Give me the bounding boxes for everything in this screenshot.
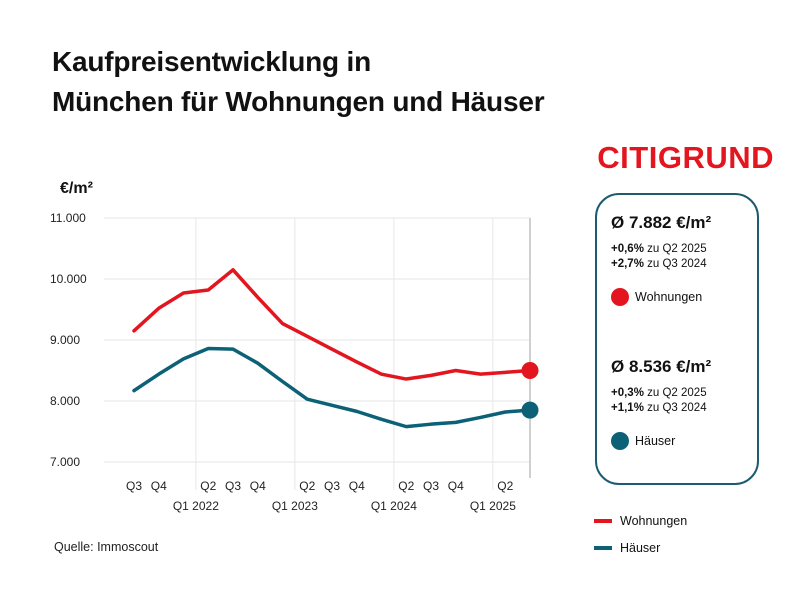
legend-haeuser: Häuser bbox=[594, 541, 660, 555]
x-tick-label: Q4 bbox=[349, 479, 365, 493]
x-tick-label: Q4 bbox=[250, 479, 266, 493]
title-line-2: München für Wohnungen und Häuser bbox=[52, 86, 545, 117]
y-tick-label: 11.000 bbox=[50, 211, 86, 225]
y-tick-label: 7.000 bbox=[50, 455, 80, 469]
change-q2-wohnungen: +0,6% zu Q2 2025 bbox=[611, 243, 747, 255]
box-legend-label: Häuser bbox=[635, 434, 676, 448]
y-axis-unit: €/m² bbox=[60, 180, 93, 197]
series-line-wohnungen bbox=[132, 268, 532, 381]
box-legend-haeuser: Häuser bbox=[611, 432, 747, 450]
y-tick-label: 10.000 bbox=[50, 272, 87, 286]
title-line-1: Kaufpreisentwicklung in bbox=[52, 46, 371, 77]
change-q2-text: zu Q2 2025 bbox=[643, 243, 707, 255]
x-tick-label: Q2 bbox=[497, 479, 513, 493]
wohnungen-dot-icon bbox=[611, 288, 629, 306]
x-tick-label: Q2 bbox=[200, 479, 216, 493]
x-tick-label: Q3 bbox=[126, 479, 142, 493]
x-tick-label: Q3 bbox=[225, 479, 241, 493]
source-note: Quelle: Immoscout bbox=[54, 540, 159, 554]
change-q3-value: +1,1% bbox=[611, 402, 644, 414]
x-tick-label: Q4 bbox=[151, 479, 167, 493]
change-q2-haeuser: +0,3% zu Q2 2025 bbox=[611, 387, 747, 399]
series-end-point-haeuser bbox=[521, 401, 539, 419]
y-tick-label: 8.000 bbox=[50, 394, 80, 408]
change-q2-value: +0,3% bbox=[611, 387, 644, 399]
wohnungen-line-icon bbox=[594, 519, 612, 523]
change-q3-haeuser: +1,1% zu Q3 2024 bbox=[611, 402, 747, 414]
legend-label: Wohnungen bbox=[620, 514, 688, 528]
change-q3-text: zu Q3 2024 bbox=[643, 402, 707, 414]
haeuser-line-icon bbox=[594, 546, 612, 550]
x-group-label: Q1 2024 bbox=[371, 499, 417, 513]
x-tick-label: Q2 bbox=[299, 479, 315, 493]
series-end-point-wohnungen bbox=[521, 362, 539, 379]
change-q2-text: zu Q2 2025 bbox=[643, 387, 707, 399]
x-tick-label: Q4 bbox=[448, 479, 464, 493]
x-group-label: Q1 2023 bbox=[272, 499, 318, 513]
box-legend-label: Wohnungen bbox=[635, 290, 703, 304]
haeuser-dot-icon bbox=[611, 432, 629, 450]
legend-label: Häuser bbox=[620, 541, 661, 555]
change-q3-value: +2,7% bbox=[611, 258, 644, 270]
change-q2-value: +0,6% bbox=[611, 243, 644, 255]
brand-logo: CITIGRUND bbox=[597, 140, 774, 175]
x-tick-label: Q2 bbox=[398, 479, 414, 493]
legend-wohnungen: Wohnungen bbox=[594, 514, 687, 528]
avg-price-haeuser: Ø 8.536 €/m² bbox=[611, 357, 712, 376]
change-q3-wohnungen: +2,7% zu Q3 2024 bbox=[611, 258, 747, 270]
x-group-label: Q1 2025 bbox=[470, 499, 516, 513]
info-wohnungen: Ø 7.882 €/m² +0,6% zu Q2 2025 +2,7% zu Q… bbox=[611, 213, 747, 306]
x-tick-label: Q3 bbox=[423, 479, 439, 493]
x-group-label: Q1 2022 bbox=[173, 499, 219, 513]
box-legend-wohnungen: Wohnungen bbox=[611, 288, 747, 306]
avg-price-wohnungen: Ø 7.882 €/m² bbox=[611, 213, 712, 232]
x-tick-label: Q3 bbox=[324, 479, 340, 493]
info-haeuser: Ø 8.536 €/m² +0,3% zu Q2 2025 +1,1% zu Q… bbox=[611, 357, 747, 450]
y-tick-label: 9.000 bbox=[50, 333, 80, 347]
info-box: Ø 7.882 €/m² +0,6% zu Q2 2025 +2,7% zu Q… bbox=[595, 193, 759, 485]
change-q3-text: zu Q3 2024 bbox=[643, 258, 707, 270]
series-line-haeuser bbox=[132, 346, 532, 429]
